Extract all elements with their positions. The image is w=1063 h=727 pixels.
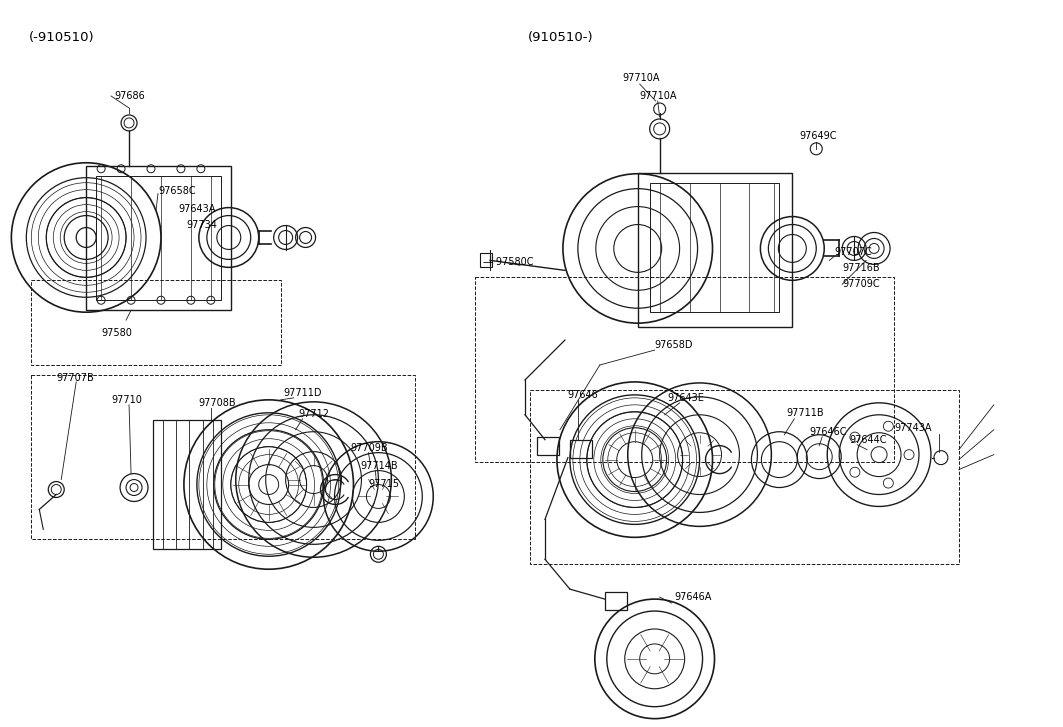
Text: 97643E: 97643E	[668, 393, 705, 403]
Text: 97646: 97646	[567, 390, 597, 400]
Bar	[480, 254, 492, 268]
Text: 97715: 97715	[369, 478, 400, 489]
Text: 97712: 97712	[299, 409, 330, 419]
Text: — 97580C: — 97580C	[483, 257, 534, 268]
Text: 97716B: 97716B	[842, 263, 880, 273]
Bar	[537, 437, 559, 454]
Text: 97743A: 97743A	[894, 423, 931, 433]
Text: 97643A: 97643A	[178, 204, 216, 214]
Text: (-910510): (-910510)	[30, 31, 95, 44]
Text: 97707C: 97707C	[834, 247, 872, 257]
Text: 97709B: 97709B	[351, 443, 388, 453]
Bar	[96, 176, 221, 300]
Text: 97646C: 97646C	[809, 427, 847, 437]
Text: 97646A: 97646A	[675, 592, 712, 602]
Text: 97644C: 97644C	[849, 435, 887, 445]
Text: 97710A: 97710A	[623, 73, 660, 83]
Bar	[31, 375, 416, 539]
Text: 97686: 97686	[114, 91, 145, 101]
Text: 97711B: 97711B	[787, 408, 824, 418]
Text: 97711D: 97711D	[284, 388, 322, 398]
Text: 97658C: 97658C	[158, 185, 196, 196]
Bar	[605, 592, 627, 610]
Text: 97709C: 97709C	[842, 279, 880, 289]
Bar	[31, 281, 281, 365]
Bar	[570, 440, 592, 457]
Text: 97710: 97710	[112, 395, 142, 405]
Bar	[638, 173, 792, 327]
Text: 97708B: 97708B	[199, 398, 236, 408]
Bar	[86, 166, 231, 310]
Text: 97714B: 97714B	[360, 461, 398, 470]
Bar	[530, 390, 959, 564]
Text: (910510-): (910510-)	[528, 31, 593, 44]
Text: 97658D: 97658D	[655, 340, 693, 350]
Bar	[153, 419, 221, 550]
Text: 97734: 97734	[186, 220, 217, 230]
Text: 97580: 97580	[101, 328, 132, 338]
Text: 97710A: 97710A	[640, 91, 677, 101]
Bar	[475, 277, 894, 462]
Text: 97707B: 97707B	[56, 373, 94, 383]
Bar	[649, 182, 779, 312]
Text: 97649C: 97649C	[799, 131, 837, 141]
